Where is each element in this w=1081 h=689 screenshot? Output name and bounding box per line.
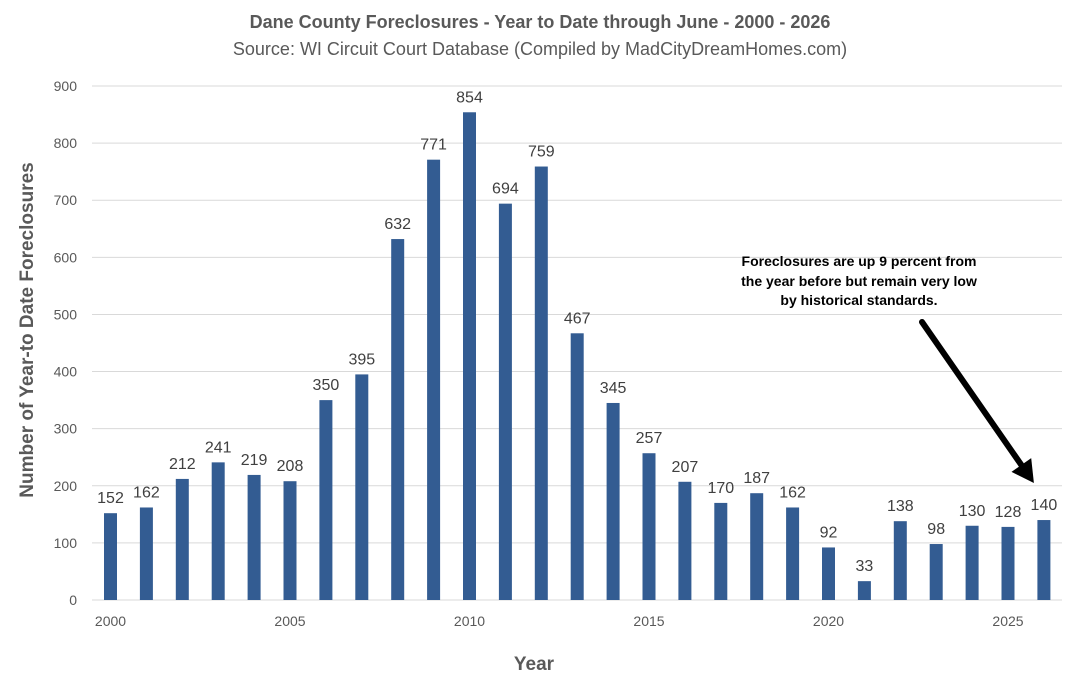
y-tick-label: 800	[54, 135, 78, 151]
data-label: 759	[528, 144, 555, 161]
bar	[1037, 520, 1051, 600]
bar	[570, 333, 584, 600]
data-label: 130	[959, 503, 986, 520]
data-label: 138	[887, 498, 914, 515]
data-label: 219	[241, 452, 268, 469]
data-label: 212	[169, 456, 196, 473]
bar	[498, 203, 512, 600]
annotation-line-3: by historical standards.	[780, 292, 937, 308]
data-label: 350	[313, 377, 340, 394]
x-tick-label: 2005	[274, 613, 305, 629]
data-label: 467	[564, 310, 591, 327]
x-axis-ticks: 2000 2005 2010 2015 2020 2025	[95, 613, 1024, 629]
bar	[391, 239, 405, 600]
y-tick-label: 300	[54, 421, 78, 437]
data-label: 345	[600, 380, 627, 397]
data-label: 162	[133, 484, 160, 501]
y-tick-label: 900	[54, 78, 78, 94]
y-tick-label: 700	[54, 192, 78, 208]
data-label: 207	[672, 459, 699, 476]
annotation-line-1: Foreclosures are up 9 percent from	[742, 253, 977, 269]
data-label: 140	[1031, 497, 1058, 514]
bar	[642, 453, 656, 600]
bar	[534, 166, 548, 600]
x-tick-label: 2020	[813, 613, 844, 629]
data-labels: 152 162 212 241 219 208 350 395 632 771 854 694 759 4…	[97, 89, 1057, 575]
data-label: 241	[205, 439, 232, 456]
bars	[104, 112, 1051, 600]
y-tick-label: 400	[54, 364, 78, 380]
bar	[606, 402, 620, 600]
data-label: 170	[707, 480, 734, 497]
bar	[463, 112, 476, 600]
data-label: 162	[779, 484, 806, 501]
y-axis-title: Number of Year-to Date Foreclosures	[17, 162, 38, 497]
data-label: 771	[420, 137, 447, 154]
x-tick-label: 2000	[95, 613, 126, 629]
data-label: 694	[492, 181, 519, 198]
bar	[355, 374, 369, 600]
bar	[678, 481, 692, 600]
y-tick-label: 100	[54, 535, 78, 551]
bar	[139, 507, 153, 600]
x-axis-title: Year	[514, 654, 555, 675]
bar	[319, 400, 333, 600]
y-tick-label: 500	[54, 306, 78, 322]
data-label: 632	[384, 216, 411, 233]
data-label: 208	[277, 458, 304, 475]
data-label: 395	[348, 351, 375, 368]
bar	[427, 159, 441, 600]
data-label: 187	[743, 470, 770, 487]
annotation: Foreclosures are up 9 percent from the y…	[741, 253, 977, 308]
data-label: 854	[456, 89, 483, 106]
bar	[247, 474, 261, 600]
x-tick-label: 2025	[992, 613, 1023, 629]
bar	[211, 462, 225, 600]
bar	[857, 581, 871, 600]
y-tick-label: 0	[69, 592, 77, 608]
data-label: 33	[856, 558, 874, 575]
bar	[104, 513, 117, 600]
arrow-head	[1011, 458, 1034, 484]
bar	[965, 525, 979, 600]
data-label: 257	[636, 430, 663, 447]
x-tick-label: 2010	[454, 613, 485, 629]
data-label: 92	[820, 524, 838, 541]
annotation-line-2: the year before but remain very low	[741, 273, 977, 289]
arrow-shaft	[919, 319, 1025, 468]
bar	[786, 507, 800, 600]
chart-subtitle: Source: WI Circuit Court Database (Compi…	[233, 39, 847, 59]
y-tick-label: 200	[54, 478, 78, 494]
y-tick-label: 600	[54, 249, 78, 265]
bar	[283, 481, 297, 600]
chart-title: Dane County Foreclosures - Year to Date …	[250, 12, 831, 32]
annotation-arrow	[919, 319, 1034, 484]
data-label: 128	[995, 504, 1022, 521]
bar	[175, 478, 189, 600]
x-tick-label: 2015	[633, 613, 664, 629]
data-label: 152	[97, 490, 124, 507]
data-label: 98	[927, 521, 945, 538]
bar	[929, 544, 943, 600]
bar	[714, 502, 728, 600]
bar	[822, 547, 835, 600]
y-axis-ticks: 0 100 200 300 400 500 600 700 800 900	[54, 78, 78, 608]
bar	[750, 493, 764, 600]
bar	[893, 521, 907, 600]
bar	[1001, 526, 1015, 600]
